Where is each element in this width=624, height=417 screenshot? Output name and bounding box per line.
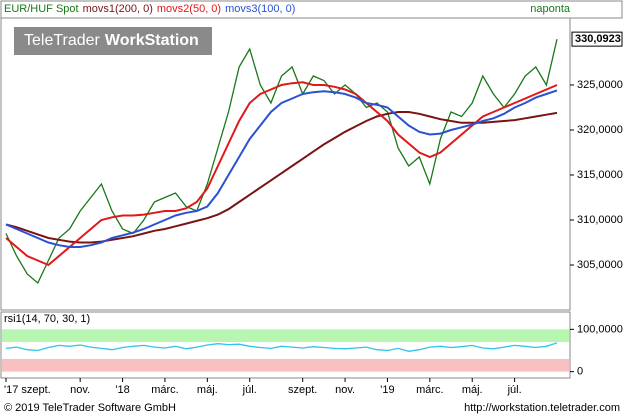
logo-product: WorkStation [105, 32, 199, 49]
y-tick-label: 305,0000 [577, 259, 623, 271]
url: http://workstation.teletrader.com [464, 402, 620, 414]
series-line [5, 342, 558, 352]
oversold-zone [2, 358, 569, 372]
x-tick-label: nov. [335, 384, 355, 396]
x-tick-label: '19 [380, 384, 394, 396]
x-tick-label: '18 [115, 384, 129, 396]
y-tick-label: 100,0000 [577, 323, 623, 335]
series-line [5, 81, 558, 267]
legend-entry: EUR/HUF Spot [4, 3, 79, 15]
x-tick-label: márc. [416, 384, 444, 396]
series-line [5, 38, 558, 285]
y-tick-label: 320,0000 [577, 124, 623, 136]
legend-entry: movs3(100, 0) [225, 3, 295, 15]
y-tick-label: 315,0000 [577, 169, 623, 181]
y-tick-label: 0 [577, 366, 583, 378]
copyright: © 2019 TeleTrader Software GmbH [4, 402, 176, 414]
x-tick-label: márc. [151, 384, 179, 396]
series-line [5, 89, 558, 248]
y-tick-label: 310,0000 [577, 214, 623, 226]
x-tick-label: nov. [70, 384, 90, 396]
x-tick-label: máj. [462, 384, 483, 396]
x-tick-label: '17 szept. [4, 384, 51, 396]
x-tick-label: máj. [197, 384, 218, 396]
x-tick-label: júl. [242, 384, 257, 396]
overbought-zone [2, 329, 569, 343]
logo: TeleTrader WorkStation [24, 32, 199, 49]
y-tick-label: 325,0000 [577, 79, 623, 91]
logo-brand: TeleTrader [24, 32, 101, 49]
current-value-label: 330,0923 [575, 33, 621, 45]
x-tick-label: júl. [507, 384, 522, 396]
price-panel [0, 17, 571, 311]
current-value-box [571, 31, 623, 47]
legend-entry: movs2(50, 0) [157, 3, 221, 15]
series-line [5, 111, 558, 244]
rsi-legend: rsi1(14, 70, 30, 1) [4, 313, 90, 325]
legend: EUR/HUF Spot movs1(200, 0) movs2(50, 0) mov… [4, 3, 295, 15]
x-tick-label: szept. [288, 384, 317, 396]
legend-entry: movs1(200, 0) [83, 3, 153, 15]
interval: naponta [530, 3, 571, 15]
logo-box [14, 27, 212, 55]
